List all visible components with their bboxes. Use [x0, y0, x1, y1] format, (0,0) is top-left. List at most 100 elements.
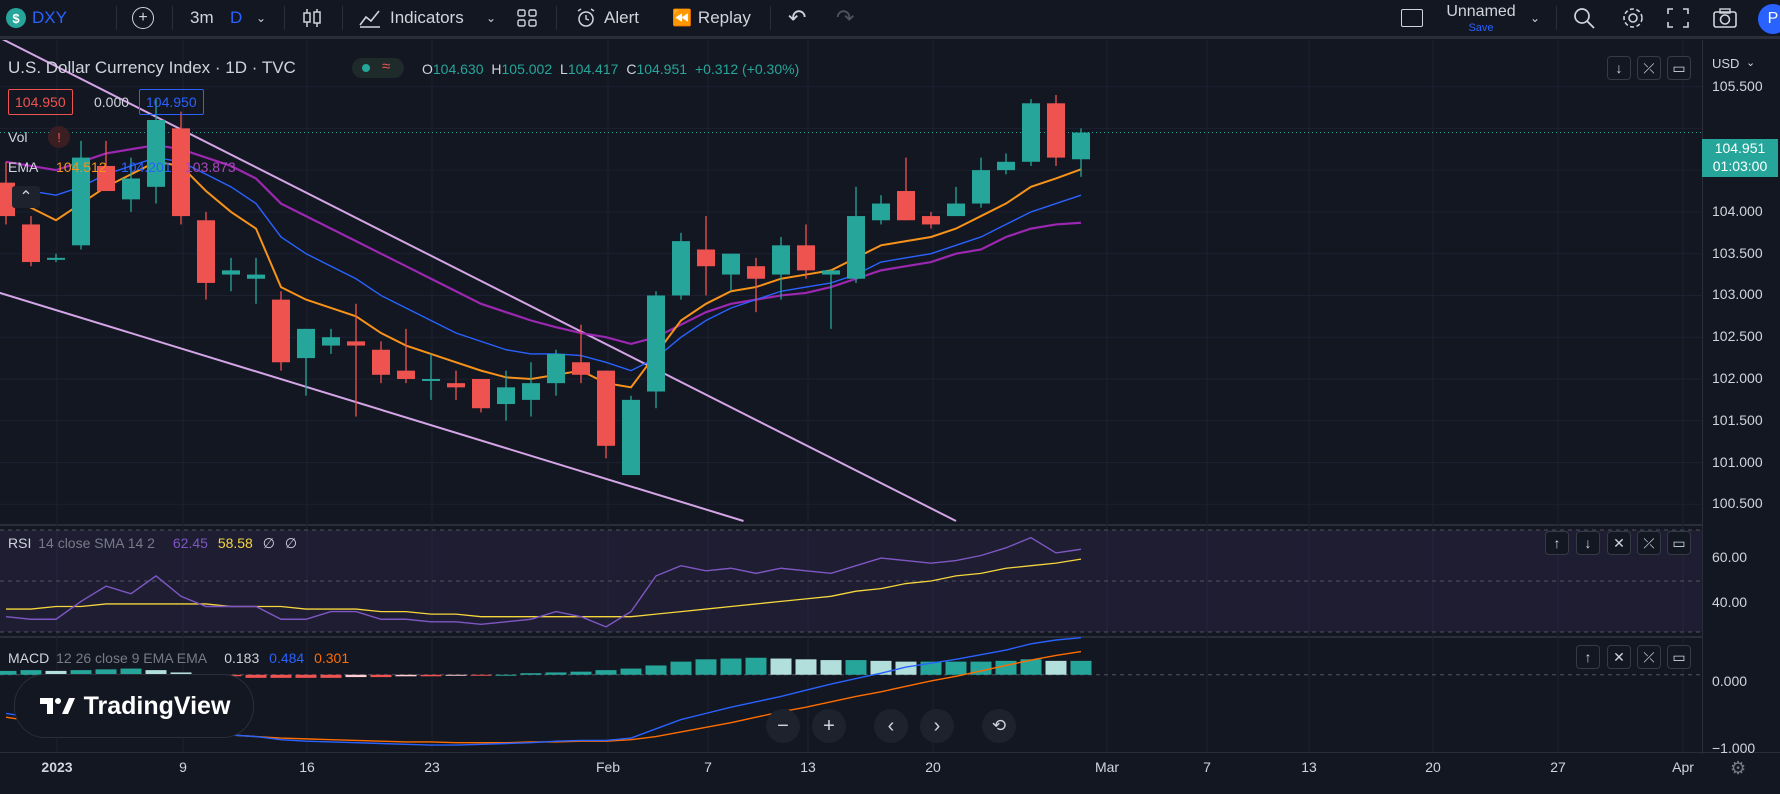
alert-button[interactable]: Alert — [574, 0, 639, 36]
low-value: 104.417 — [567, 61, 619, 77]
candle-body — [197, 220, 215, 283]
time-tick: Mar — [1094, 759, 1120, 775]
interval-selector[interactable]: 3m — [190, 0, 214, 36]
chevron-down-icon[interactable]: ⌄ — [486, 11, 497, 25]
price-tick: 100.500 — [1712, 495, 1763, 512]
move-pane-down-icon[interactable]: ↓ — [1576, 531, 1600, 555]
chevron-down-icon[interactable]: ⌄ — [1746, 57, 1756, 69]
macd-legend: MACD 12 26 close 9 EMA EMA 0.183 0.484 0… — [8, 650, 349, 666]
candle-body — [797, 245, 815, 271]
buy-button[interactable]: 104.950 — [139, 89, 204, 115]
market-status-badge[interactable]: ≈ — [352, 58, 404, 78]
currency-label[interactable]: USD — [1712, 56, 1740, 71]
candle-body — [822, 270, 840, 275]
candle-body — [22, 224, 40, 263]
layout-name[interactable]: Unnamed Save — [1440, 2, 1522, 36]
candle-body — [147, 120, 165, 187]
period-selector[interactable]: D — [230, 0, 242, 36]
rsi-params: 14 close SMA 14 2 — [38, 535, 155, 551]
warning-icon[interactable]: ! — [48, 126, 70, 148]
chevron-down-icon[interactable]: ⌄ — [1530, 11, 1541, 25]
symbol-search[interactable]: $ DXY — [6, 0, 67, 36]
candle-body — [747, 266, 765, 279]
close-icon[interactable]: ✕ — [1607, 531, 1631, 555]
layout-toggle[interactable] — [1401, 0, 1423, 36]
pane-separator — [0, 524, 1702, 526]
time-tick: Feb — [595, 759, 621, 775]
maximize-pane-icon[interactable]: ▭ — [1667, 56, 1691, 80]
replay-label: Replay — [697, 8, 751, 27]
rsi-line — [5, 536, 1082, 628]
move-pane-up-icon[interactable]: ↑ — [1576, 645, 1600, 669]
ema-label: EMA — [8, 159, 39, 175]
scroll-left-button[interactable]: ‹ — [874, 709, 908, 743]
plus-icon: + — [823, 714, 835, 737]
collapse-legend-button[interactable]: ⌃ — [12, 186, 40, 208]
macd-hist-bar — [820, 660, 842, 675]
search-icon[interactable] — [1572, 0, 1596, 36]
time-tick: 16 — [299, 759, 315, 775]
indicators-button[interactable]: Indicators — [358, 0, 464, 36]
sell-button[interactable]: 104.950 — [8, 89, 73, 115]
time-tick: 23 — [424, 759, 440, 775]
maximize-pane-icon[interactable]: ▭ — [1667, 645, 1691, 669]
macd-hist-bar — [1070, 660, 1092, 675]
chart-canvas[interactable] — [0, 40, 1780, 794]
compare-button[interactable]: + — [132, 0, 154, 36]
arrow-down-icon[interactable]: ↓ — [1607, 56, 1631, 80]
collapse-pane-icon[interactable]: ⤫ — [1637, 645, 1661, 669]
macd-signal-value: 0.301 — [314, 650, 350, 666]
redo-icon[interactable]: ↷ — [836, 5, 855, 30]
macd-hist-bar — [520, 673, 542, 675]
collapse-pane-icon[interactable]: ⤫ — [1637, 531, 1661, 555]
price-axis-border — [1702, 40, 1703, 754]
macd-hist-bar — [1020, 659, 1042, 675]
close-icon[interactable]: ✕ — [1607, 645, 1631, 669]
macd-hist-bar — [620, 668, 642, 675]
move-pane-up-icon[interactable]: ↑ — [1545, 531, 1569, 555]
candle-body — [72, 157, 90, 246]
time-axis-border — [0, 752, 1780, 753]
macd-hist-bar — [995, 660, 1017, 675]
rsi-extra-1: ∅ — [262, 535, 275, 551]
macd-hist-bar — [1045, 660, 1067, 675]
time-tick: Apr — [1672, 759, 1694, 775]
gear-icon[interactable] — [1620, 0, 1646, 36]
macd-hist-bar — [595, 670, 617, 675]
chart-type-button[interactable] — [302, 0, 322, 36]
macd-hist-bar — [645, 665, 667, 675]
maximize-pane-icon[interactable]: ▭ — [1667, 531, 1691, 555]
scroll-right-button[interactable]: › — [920, 709, 954, 743]
spread-value: 0.000 — [94, 94, 130, 110]
zoom-in-button[interactable]: + — [812, 709, 846, 743]
chevron-down-icon[interactable]: ⌄ — [256, 11, 267, 25]
macd-hist-bar — [695, 659, 717, 675]
logo-text: TradingView — [83, 691, 231, 720]
macd-hist-bar — [570, 671, 592, 675]
candle-body — [547, 353, 565, 384]
candle-body — [497, 387, 515, 405]
replay-button[interactable]: ⏪ Replay — [672, 0, 751, 36]
candle-body — [472, 378, 490, 409]
macd-hist-bar — [120, 668, 142, 675]
templates-button[interactable] — [516, 0, 538, 36]
macd-hist-bar — [345, 674, 367, 678]
undo-icon[interactable]: ↶ — [788, 5, 807, 30]
chevron-up-icon: ⌃ — [19, 189, 33, 206]
macd-hist-bar — [945, 661, 967, 675]
camera-icon[interactable] — [1712, 0, 1738, 36]
candle-body — [772, 245, 790, 275]
zoom-out-button[interactable]: − — [766, 709, 800, 743]
collapse-pane-icon[interactable]: ⤫ — [1637, 56, 1661, 80]
reset-chart-button[interactable]: ⟲ — [982, 709, 1016, 743]
tradingview-logo[interactable]: TradingView — [14, 674, 254, 738]
settings-gear-icon[interactable]: ⚙ — [1730, 758, 1747, 778]
fullscreen-icon[interactable] — [1666, 0, 1690, 36]
candle-body — [597, 370, 615, 446]
profile-avatar[interactable]: P — [1758, 4, 1780, 34]
ohlc-readout: O104.630 H105.002 L104.417 C104.951 +0.3… — [422, 61, 799, 77]
save-status: Save — [1468, 22, 1494, 34]
candle-body — [997, 161, 1015, 171]
candle-body — [522, 383, 540, 400]
time-tick: 9 — [179, 759, 187, 775]
